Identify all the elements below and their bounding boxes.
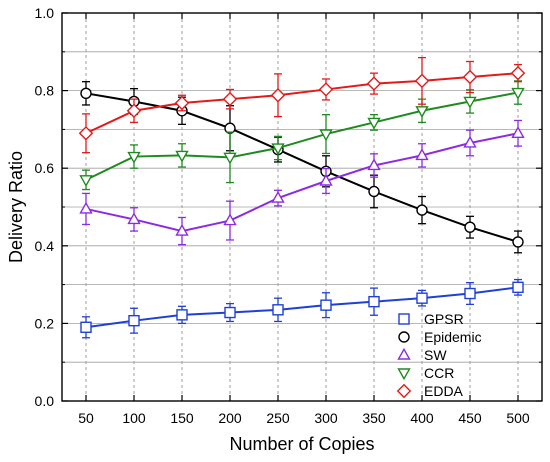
series-ccr	[79, 80, 525, 191]
ccr-point	[367, 117, 381, 130]
epidemic-point	[464, 221, 476, 233]
sw-point	[319, 173, 333, 186]
ccr-line	[85, 91, 519, 181]
x-tick-label: 500	[506, 410, 530, 426]
x-axis-title: Number of Copies	[229, 434, 374, 454]
gpsr-point	[80, 321, 92, 333]
legend-marker-sw	[397, 347, 411, 360]
gpsr-point	[224, 306, 236, 319]
edda-point	[222, 91, 238, 107]
x-tick-label: 400	[410, 410, 434, 426]
gpsr-point	[368, 295, 380, 308]
sw-point	[511, 126, 525, 138]
y-tick-label: 0.0	[35, 393, 55, 409]
sw-point	[223, 213, 237, 226]
legend-label-sw: SW	[424, 347, 447, 363]
y-tick-label: 1.0	[35, 5, 55, 21]
gpsr-point	[272, 304, 284, 316]
legend-label-ccr: CCR	[424, 365, 454, 381]
ccr-point	[319, 129, 333, 142]
gpsr-point	[416, 292, 428, 304]
gpsr-point	[176, 309, 188, 321]
edda-line	[85, 72, 519, 135]
epidemic-point	[80, 87, 92, 100]
ccr-point	[415, 106, 429, 118]
epidemic-point	[512, 236, 524, 248]
series-edda	[78, 56, 526, 154]
edda-point	[270, 88, 286, 103]
sw-point	[271, 190, 285, 203]
x-tick-label: 50	[78, 410, 94, 426]
ccr-point	[271, 143, 285, 156]
x-tick-label: 100	[122, 410, 146, 426]
gpsr-point	[320, 299, 332, 311]
edda-point	[366, 76, 382, 91]
sw-line	[85, 132, 519, 233]
sw-point	[367, 158, 381, 171]
edda-point	[174, 95, 190, 111]
legend-marker-epidemic	[398, 331, 410, 343]
y-tick-label: 0.8	[35, 83, 55, 99]
axis-ticks: 0.0 0.2 0.4 0.6 0.8 1.0 50 100 150 200 250 300 350 40…	[35, 5, 542, 426]
ccr-point	[175, 150, 189, 163]
edda-point	[510, 65, 526, 81]
legend-label-gpsr: GPSR	[424, 311, 464, 327]
x-tick-label: 350	[362, 410, 386, 426]
ccr-point	[463, 96, 477, 109]
ccr-point	[79, 175, 93, 188]
edda-point	[462, 69, 478, 85]
x-tick-label: 200	[218, 410, 242, 426]
x-tick-label: 300	[314, 410, 338, 426]
y-tick-label: 0.2	[35, 315, 55, 331]
sw-point	[415, 148, 429, 161]
legend-marker-edda	[396, 383, 412, 399]
legend-marker-gpsr	[398, 313, 410, 325]
x-tick-label: 150	[170, 410, 194, 426]
gpsr-point	[512, 281, 524, 294]
sw-point	[127, 212, 141, 225]
epidemic-point	[368, 185, 380, 198]
x-tick-label: 250	[266, 410, 290, 426]
series-layer	[78, 56, 526, 339]
ccr-point	[127, 151, 141, 164]
gpsr-line	[85, 286, 519, 329]
edda-point	[78, 126, 94, 141]
y-tick-label: 0.4	[35, 238, 55, 254]
epidemic-point	[416, 204, 428, 216]
series-sw	[79, 119, 525, 246]
series-gpsr	[80, 278, 524, 339]
legend-label-edda: EDDA	[424, 383, 464, 399]
sw-point	[79, 201, 93, 214]
sw-point	[463, 135, 477, 148]
ccr-point	[223, 152, 237, 165]
edda-point	[318, 82, 334, 97]
x-tick-label: 450	[458, 410, 482, 426]
legend-marker-ccr	[397, 368, 411, 381]
legend: GPSR Epidemic SW CCR EDDA	[396, 311, 482, 399]
y-tick-label: 0.6	[35, 160, 55, 176]
y-axis-title: Delivery Ratio	[6, 151, 26, 263]
edda-point	[126, 103, 142, 119]
sw-point	[175, 223, 189, 236]
ccr-point	[511, 87, 525, 100]
legend-label-epidemic: Epidemic	[424, 329, 482, 345]
edda-point	[414, 73, 430, 89]
gpsr-point	[128, 314, 140, 327]
gpsr-point	[464, 287, 476, 300]
